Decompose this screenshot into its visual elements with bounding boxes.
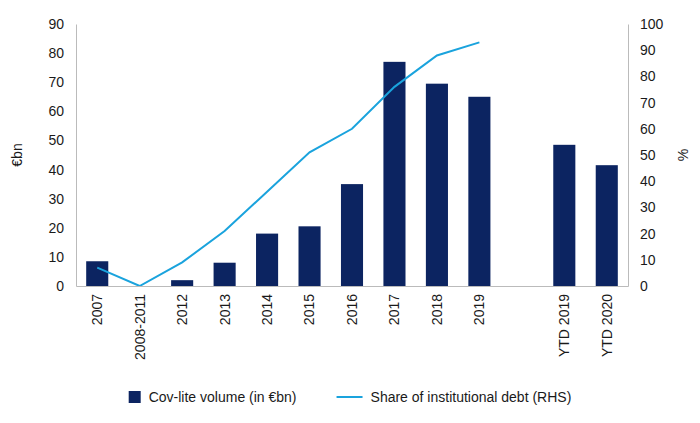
axis-line: [77, 286, 629, 287]
tick: 70: [628, 95, 656, 111]
tick: 2014: [259, 286, 275, 325]
tick: 90: [48, 16, 76, 32]
plot: 0 10 20 30 40 50 60 70 80 90 0 10 20 30 40 50 60 70 80 90 10…: [48, 16, 663, 360]
tick-label: 90: [48, 16, 64, 32]
tick-label: 20: [640, 226, 656, 242]
legend-swatch: [337, 396, 363, 398]
tick-label: 10: [48, 249, 64, 265]
tick: 2016: [344, 286, 360, 325]
tick-label: 2019: [471, 294, 487, 325]
tick-label: 2007: [89, 294, 105, 325]
tick-label: 2012: [174, 294, 190, 325]
tick: 40: [628, 173, 656, 189]
marks: [86, 42, 618, 286]
tick: 80: [48, 45, 76, 61]
tick-label: 2017: [386, 294, 402, 325]
y2-axis: 0 10 20 30 40 50 60 70 80 90 100: [628, 16, 664, 294]
tick-label: 80: [48, 45, 64, 61]
bar: [298, 226, 320, 286]
tick: 20: [48, 220, 76, 236]
y2-axis-title: %: [675, 149, 691, 161]
legend: Cov-lite volume (in €bn) Share of institu…: [129, 389, 572, 405]
bar: [468, 97, 490, 286]
tick: 2017: [386, 286, 402, 325]
tick-label: 40: [48, 162, 64, 178]
tick: 30: [628, 199, 656, 215]
legend-item: Share of institutional debt (RHS): [337, 389, 572, 405]
tick: 2019: [471, 286, 487, 325]
bar: [426, 84, 448, 286]
tick: 2018: [429, 286, 445, 325]
tick-label: 90: [640, 42, 656, 58]
x-axis: 2007 2008-2011 2012 2013 2014 2015 2016 2017 201…: [77, 286, 629, 360]
tick: YTD 2019: [556, 286, 572, 357]
tick-label: 2018: [429, 294, 445, 325]
tick: 2013: [217, 286, 233, 325]
tick-label: YTD 2020: [599, 294, 615, 357]
tick: 10: [48, 249, 76, 265]
tick: 60: [628, 121, 656, 137]
legend-item: Cov-lite volume (in €bn): [129, 389, 297, 405]
tick-label: 100: [640, 16, 664, 32]
tick: 2012: [174, 286, 190, 325]
tick: 2015: [301, 286, 317, 325]
tick: 10: [628, 252, 656, 268]
tick: 20: [628, 226, 656, 242]
axis-line: [628, 25, 629, 287]
tick-label: 80: [640, 68, 656, 84]
bar-series: [86, 62, 618, 286]
tick-label: 2013: [217, 294, 233, 325]
tick: 2008-2011: [132, 286, 148, 360]
bar: [256, 234, 278, 286]
tick: 30: [48, 191, 76, 207]
tick-label: 2008-2011: [132, 294, 148, 360]
legend-label: Share of institutional debt (RHS): [371, 389, 572, 405]
tick: 80: [628, 68, 656, 84]
tick: 70: [48, 74, 76, 90]
line: [97, 42, 479, 286]
bar: [214, 263, 236, 286]
tick: 0: [56, 278, 76, 294]
tick-label: 20: [48, 220, 64, 236]
chart: 0 10 20 30 40 50 60 70 80 90 0 10 20 30 40 50 60 70 80 90 10…: [0, 0, 700, 423]
tick: 90: [628, 42, 656, 58]
tick: 50: [48, 132, 76, 148]
tick-label: 30: [640, 199, 656, 215]
tick-label: 60: [640, 121, 656, 137]
tick-label: 70: [48, 74, 64, 90]
axis-line: [76, 25, 77, 287]
tick: 40: [48, 162, 76, 178]
bar: [596, 165, 618, 286]
bar: [553, 145, 575, 286]
tick: 50: [628, 147, 656, 163]
tick-label: 40: [640, 173, 656, 189]
tick: 100: [628, 16, 664, 32]
tick-label: YTD 2019: [556, 294, 572, 357]
tick: 60: [48, 103, 76, 119]
y-axis: 0 10 20 30 40 50 60 70 80 90: [48, 16, 76, 294]
tick-label: 70: [640, 95, 656, 111]
legend-swatch: [129, 391, 141, 403]
tick-label: 30: [48, 191, 64, 207]
tick-label: 2015: [301, 294, 317, 325]
tick: 2007: [89, 286, 105, 325]
tick-label: 0: [640, 278, 648, 294]
tick-label: 2014: [259, 294, 275, 325]
tick-label: 10: [640, 252, 656, 268]
tick-label: 2016: [344, 294, 360, 325]
bar: [86, 261, 108, 286]
tick: YTD 2020: [599, 286, 615, 357]
bar: [171, 280, 193, 286]
legend-label: Cov-lite volume (in €bn): [149, 389, 297, 405]
tick-label: 60: [48, 103, 64, 119]
tick-label: 0: [56, 278, 64, 294]
y-axis-title: €bn: [9, 143, 25, 166]
bar: [341, 184, 363, 286]
tick-label: 50: [640, 147, 656, 163]
tick: 0: [628, 278, 648, 294]
tick-label: 50: [48, 132, 64, 148]
